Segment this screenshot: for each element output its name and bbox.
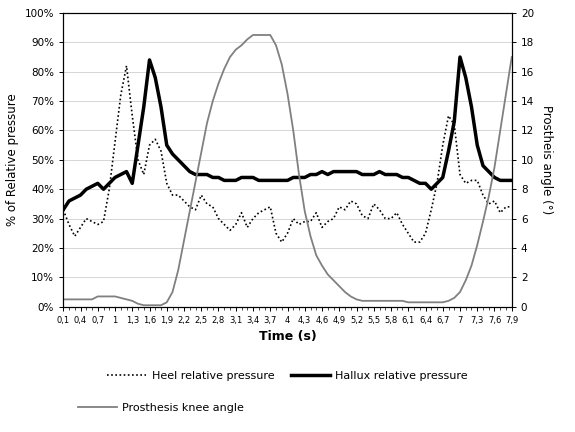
Y-axis label: Prostheis angle (°): Prostheis angle (°): [540, 105, 554, 214]
Prosthesis knee angle: [140, 303, 147, 308]
Line: Heel relative pressure: Heel relative pressure: [63, 66, 512, 242]
Prosthesis knee angle: [399, 298, 406, 303]
Prosthesis knee angle: [175, 267, 182, 273]
Heel relative pressure: [250, 216, 256, 221]
Prosthesis knee angle: [255, 32, 262, 38]
Hallux relative pressure: [388, 172, 394, 177]
Line: Prosthesis knee angle: Prosthesis knee angle: [63, 35, 512, 305]
Heel relative pressure: [123, 63, 130, 68]
Heel relative pressure: [399, 222, 406, 227]
Hallux relative pressure: [457, 54, 463, 60]
Line: Hallux relative pressure: Hallux relative pressure: [63, 57, 512, 210]
X-axis label: Time (s): Time (s): [259, 330, 316, 343]
Prosthesis knee angle: [244, 37, 251, 42]
Hallux relative pressure: [181, 163, 187, 168]
Hallux relative pressure: [169, 151, 176, 156]
Prosthesis knee angle: [60, 297, 67, 302]
Hallux relative pressure: [319, 169, 325, 174]
Y-axis label: % of Relative pressure: % of Relative pressure: [6, 93, 19, 226]
Prosthesis knee angle: [186, 209, 193, 214]
Heel relative pressure: [186, 204, 193, 210]
Hallux relative pressure: [238, 175, 245, 180]
Legend: Heel relative pressure, Hallux relative pressure: Heel relative pressure, Hallux relative …: [103, 366, 472, 385]
Prosthesis knee angle: [508, 54, 515, 60]
Heel relative pressure: [175, 193, 182, 198]
Legend: Prosthesis knee angle: Prosthesis knee angle: [74, 399, 248, 418]
Heel relative pressure: [330, 216, 337, 221]
Hallux relative pressure: [508, 178, 515, 183]
Hallux relative pressure: [244, 175, 251, 180]
Heel relative pressure: [60, 207, 67, 213]
Heel relative pressure: [278, 239, 285, 245]
Hallux relative pressure: [60, 207, 67, 213]
Prosthesis knee angle: [250, 32, 256, 38]
Prosthesis knee angle: [330, 278, 337, 283]
Heel relative pressure: [244, 225, 251, 230]
Heel relative pressure: [508, 204, 515, 210]
